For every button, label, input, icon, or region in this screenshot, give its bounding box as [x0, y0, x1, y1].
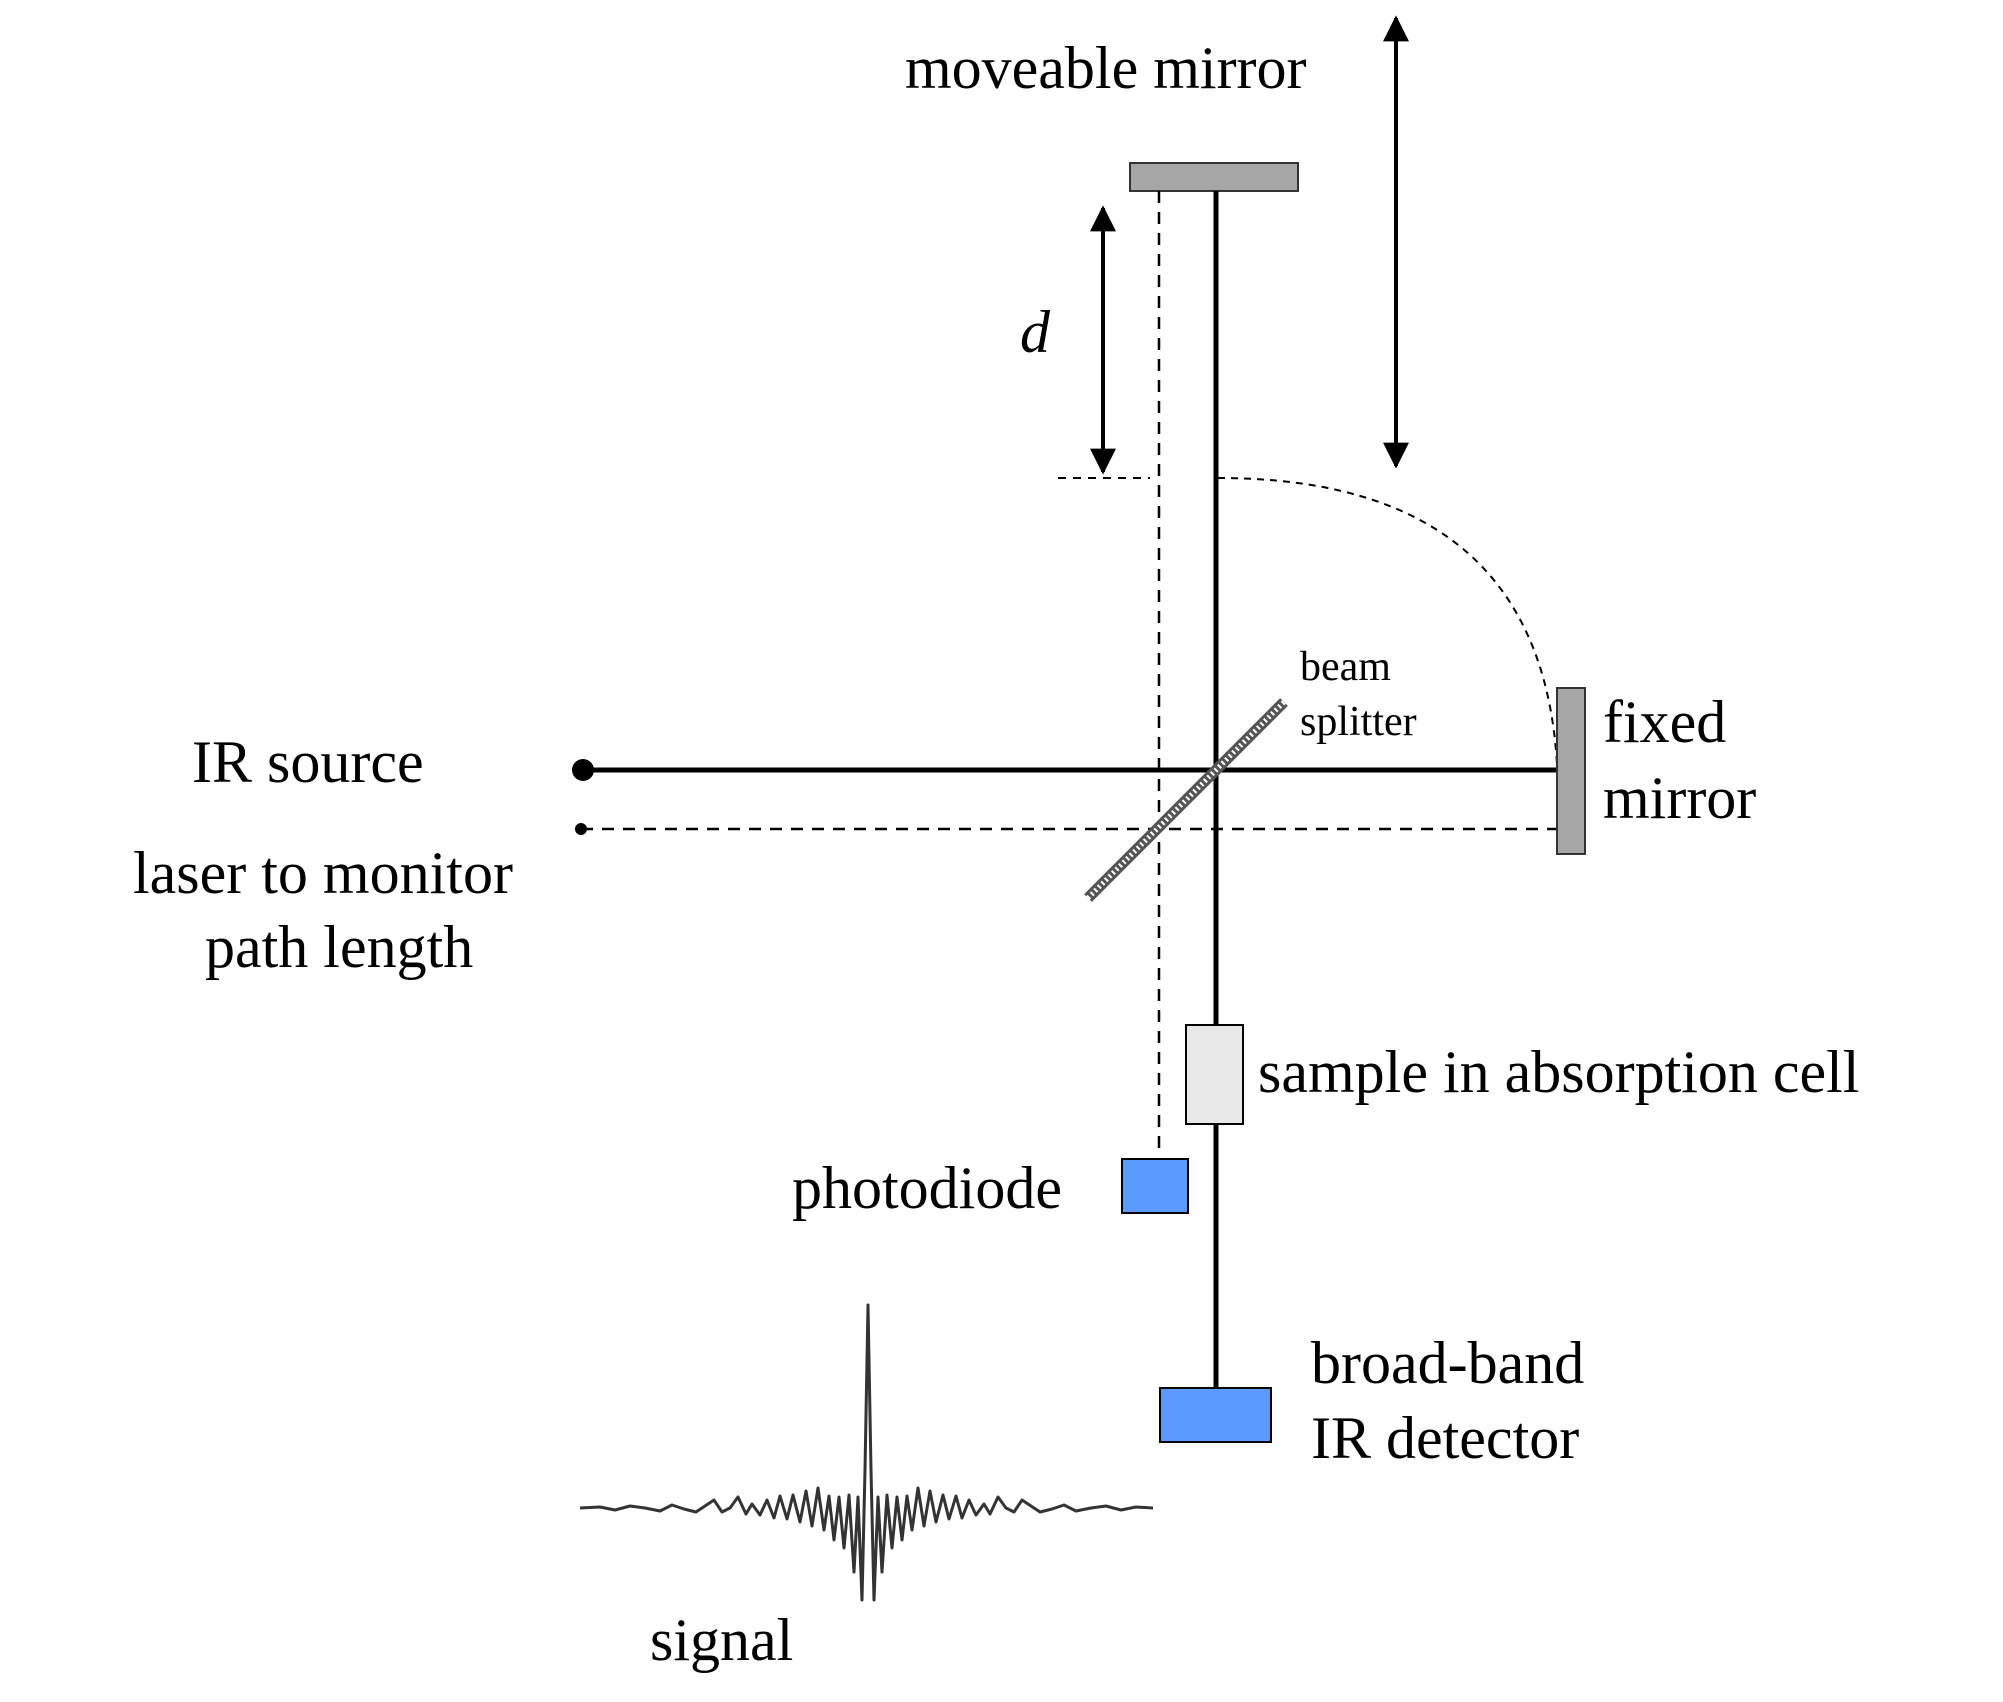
laser-source-dot: [575, 823, 587, 835]
ir-detector: [1159, 1387, 1272, 1443]
ir-source-dot: [572, 759, 594, 781]
sample-cell: [1185, 1024, 1244, 1125]
beam-splitter-label-2: splitter: [1300, 699, 1417, 745]
fixed-mirror-label-1: fixed: [1603, 689, 1726, 755]
ir-detector-label-1: broad-band: [1311, 1330, 1584, 1396]
interferogram-signal: [579, 1303, 1154, 1602]
sample-label: sample in absorption cell: [1258, 1039, 1860, 1105]
laser-label-2: path length: [205, 914, 473, 980]
distance-d-label: d: [1020, 299, 1051, 365]
fixed-mirror: [1556, 687, 1586, 855]
photodiode: [1121, 1158, 1189, 1214]
equal-path-arc: [1217, 477, 1558, 765]
moveable-mirror-label: moveable mirror: [905, 35, 1307, 101]
signal-label: signal: [650, 1607, 793, 1673]
laser-label-1: laser to monitor: [133, 840, 513, 906]
ir-source-label: IR source: [192, 729, 424, 795]
ir-detector-label-2: IR detector: [1311, 1405, 1579, 1471]
fixed-mirror-label-2: mirror: [1603, 765, 1756, 831]
beam-splitter-texture: [1086, 700, 1286, 900]
beam-splitter-label-1: beam: [1300, 644, 1391, 690]
photodiode-label: photodiode: [792, 1155, 1062, 1221]
moveable-mirror: [1129, 162, 1299, 192]
